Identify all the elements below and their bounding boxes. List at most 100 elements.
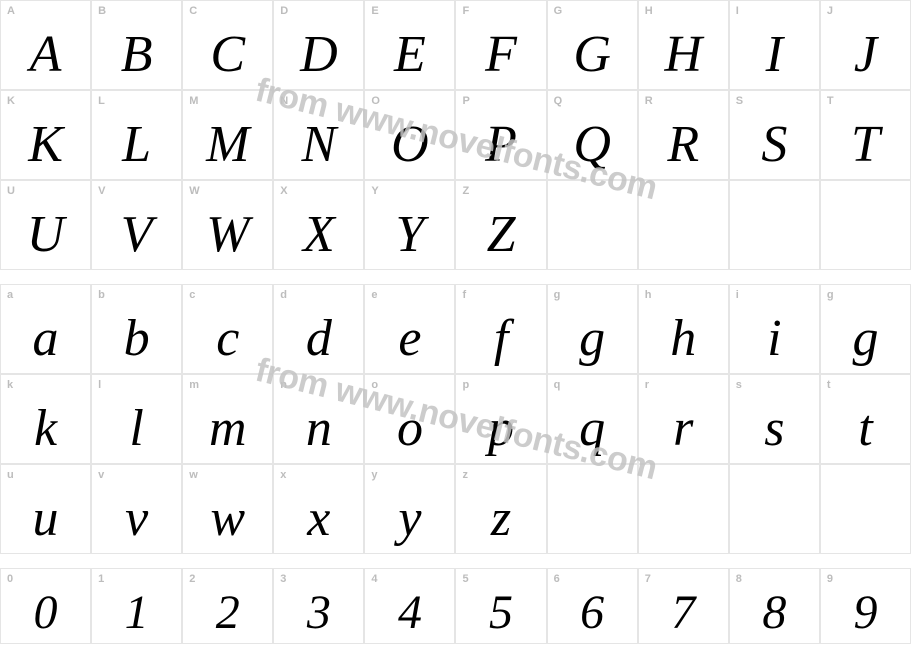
glyph-cell-label: E: [371, 5, 378, 17]
glyph-cell: ff: [455, 284, 546, 374]
glyph-cell-glyph: v: [92, 493, 181, 545]
glyph-cell: nn: [273, 374, 364, 464]
glyph-cell: vv: [91, 464, 182, 554]
glyph-cell-glyph: 0: [1, 589, 90, 637]
glyph-cell: aa: [0, 284, 91, 374]
font-chart: AABBCCDDEEFFGGHHIIJJKKLLMMNNOOPPQQRRSSTT…: [0, 0, 911, 644]
glyph-cell-glyph: c: [183, 313, 272, 365]
glyph-section-digits: 00112233445566778899: [0, 568, 911, 644]
glyph-cell: [547, 180, 638, 270]
glyph-cell-glyph: D: [274, 29, 363, 81]
glyph-cell: ss: [729, 374, 820, 464]
glyph-cell: gg: [820, 284, 911, 374]
glyph-cell: YY: [364, 180, 455, 270]
glyph-cell: JJ: [820, 0, 911, 90]
glyph-cell-label: g: [554, 289, 561, 301]
glyph-cell: rr: [638, 374, 729, 464]
glyph-cell-label: H: [645, 5, 653, 17]
glyph-cell: OO: [364, 90, 455, 180]
glyph-cell: dd: [273, 284, 364, 374]
glyph-cell-label: i: [736, 289, 739, 301]
glyph-cell-glyph: Y: [365, 209, 454, 261]
glyph-cell: ll: [91, 374, 182, 464]
glyph-cell: MM: [182, 90, 273, 180]
glyph-cell: DD: [273, 0, 364, 90]
glyph-cell-glyph: y: [365, 493, 454, 545]
glyph-cell: [820, 464, 911, 554]
glyph-cell: 77: [638, 568, 729, 644]
glyph-cell: EE: [364, 0, 455, 90]
glyph-cell-glyph: o: [365, 403, 454, 455]
glyph-cell-glyph: B: [92, 29, 181, 81]
glyph-cell: [729, 180, 820, 270]
glyph-cell-glyph: 8: [730, 589, 819, 637]
glyph-cell-label: 7: [645, 573, 651, 585]
glyph-cell: oo: [364, 374, 455, 464]
glyph-cell-label: 9: [827, 573, 833, 585]
glyph-cell-label: L: [98, 95, 105, 107]
glyph-cell-label: e: [371, 289, 377, 301]
glyph-cell-label: Y: [371, 185, 378, 197]
glyph-cell: 22: [182, 568, 273, 644]
glyph-cell-label: c: [189, 289, 195, 301]
glyph-cell-glyph: 7: [639, 589, 728, 637]
glyph-cell-label: M: [189, 95, 198, 107]
glyph-cell-glyph: r: [639, 403, 728, 455]
glyph-cell-glyph: O: [365, 119, 454, 171]
glyph-cell-label: 5: [462, 573, 468, 585]
glyph-cell-label: Q: [554, 95, 563, 107]
glyph-cell-label: u: [7, 469, 14, 481]
glyph-cell: 33: [273, 568, 364, 644]
glyph-cell: [638, 180, 729, 270]
glyph-cell-label: f: [462, 289, 466, 301]
glyph-cell: bb: [91, 284, 182, 374]
glyph-cell-label: h: [645, 289, 652, 301]
glyph-row: uuvvwwxxyyzz: [0, 464, 911, 554]
glyph-cell-glyph: S: [730, 119, 819, 171]
glyph-cell-label: w: [189, 469, 198, 481]
glyph-cell-glyph: 3: [274, 589, 363, 637]
glyph-cell: 66: [547, 568, 638, 644]
glyph-cell-label: B: [98, 5, 106, 17]
glyph-cell: GG: [547, 0, 638, 90]
glyph-cell-label: V: [98, 185, 105, 197]
glyph-cell: 88: [729, 568, 820, 644]
glyph-cell: ii: [729, 284, 820, 374]
glyph-cell-label: x: [280, 469, 286, 481]
glyph-row: AABBCCDDEEFFGGHHIIJJ: [0, 0, 911, 90]
glyph-cell-glyph: 4: [365, 589, 454, 637]
glyph-cell-glyph: e: [365, 313, 454, 365]
glyph-cell-glyph: i: [730, 313, 819, 365]
glyph-cell: 55: [455, 568, 546, 644]
glyph-row: 00112233445566778899: [0, 568, 911, 644]
glyph-cell-glyph: 2: [183, 589, 272, 637]
glyph-cell-label: 4: [371, 573, 377, 585]
glyph-cell: BB: [91, 0, 182, 90]
glyph-cell-label: U: [7, 185, 15, 197]
glyph-cell: cc: [182, 284, 273, 374]
glyph-cell: zz: [455, 464, 546, 554]
glyph-cell-label: I: [736, 5, 739, 17]
glyph-cell: ee: [364, 284, 455, 374]
glyph-cell-label: S: [736, 95, 743, 107]
glyph-cell: 99: [820, 568, 911, 644]
glyph-cell-label: Z: [462, 185, 469, 197]
glyph-cell: TT: [820, 90, 911, 180]
glyph-cell-glyph: 1: [92, 589, 181, 637]
glyph-cell-glyph: 6: [548, 589, 637, 637]
glyph-cell-label: T: [827, 95, 834, 107]
glyph-cell-label: 6: [554, 573, 560, 585]
glyph-cell-label: m: [189, 379, 199, 391]
glyph-cell: NN: [273, 90, 364, 180]
glyph-cell: 00: [0, 568, 91, 644]
glyph-cell-label: y: [371, 469, 377, 481]
glyph-cell-label: J: [827, 5, 833, 17]
glyph-cell-label: N: [280, 95, 288, 107]
glyph-cell: QQ: [547, 90, 638, 180]
glyph-cell-glyph: g: [821, 313, 910, 365]
glyph-cell: yy: [364, 464, 455, 554]
glyph-cell-glyph: 5: [456, 589, 545, 637]
glyph-cell: UU: [0, 180, 91, 270]
glyph-cell: mm: [182, 374, 273, 464]
glyph-cell-label: n: [280, 379, 287, 391]
